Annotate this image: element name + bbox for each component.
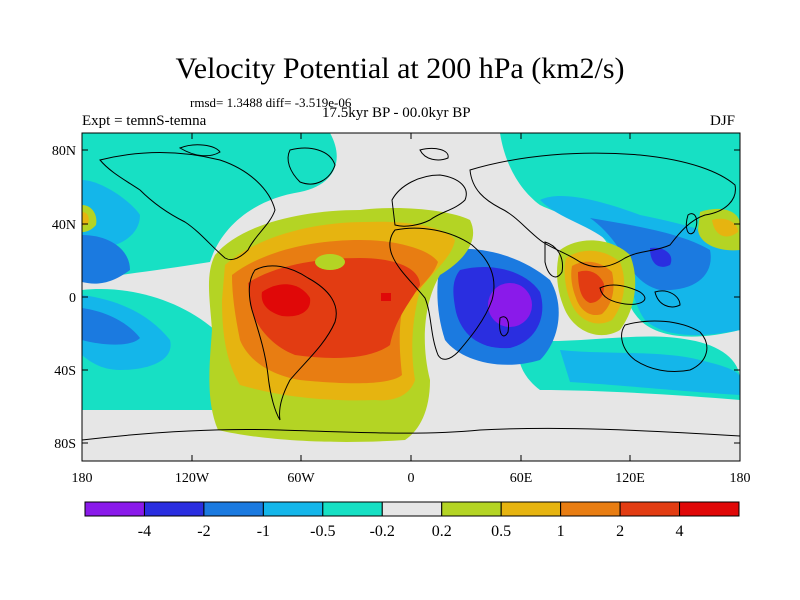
colorbar-swatch — [679, 501, 740, 517]
colorbar-swatch — [441, 501, 502, 517]
colorbar: -4 -2 -1 -0.5 -0.2 0.2 0.5 1 2 4 — [84, 501, 740, 540]
colorbar-swatch — [203, 501, 264, 517]
lon-label-60w: 60W — [287, 471, 315, 486]
colorbar-label: 1 — [557, 523, 565, 540]
colorbar-label: -4 — [138, 523, 151, 540]
colorbar-swatch — [619, 501, 681, 517]
lat-label-40n: 40N — [52, 218, 76, 233]
colorbar-swatch — [322, 501, 383, 517]
map-title: Velocity Potential at 200 hPa (km2/s) — [175, 52, 625, 85]
colorbar-label: 4 — [676, 523, 684, 540]
colorbar-swatch — [381, 501, 443, 517]
lat-label-40s: 40S — [54, 364, 76, 379]
colorbar-label: -1 — [257, 523, 270, 540]
lat-label-0: 0 — [69, 291, 76, 306]
lat-label-80n: 80N — [52, 144, 76, 159]
lon-label-60e: 60E — [510, 471, 533, 486]
experiment-label: Expt = temnS-temna — [82, 113, 207, 129]
lon-label-180w: 180 — [72, 471, 93, 486]
coastlines — [82, 144, 740, 441]
lon-label-120e: 120E — [615, 471, 645, 486]
colorbar-swatch — [500, 501, 562, 517]
colorbar-swatch — [262, 501, 324, 517]
colorbar-swatch — [143, 501, 205, 517]
lon-label-120w: 120W — [175, 471, 210, 486]
colorbar-label: -0.2 — [370, 523, 395, 540]
colorbar-swatch — [84, 501, 145, 517]
velocity-potential-field — [82, 133, 740, 461]
colorbar-label: -2 — [197, 523, 210, 540]
colorbar-label: 0.2 — [432, 523, 452, 540]
lon-label-180e: 180 — [730, 471, 751, 486]
lon-label-0: 0 — [408, 471, 415, 486]
lat-label-80s: 80S — [54, 437, 76, 452]
colorbar-label: 0.5 — [491, 523, 511, 540]
colorbar-label: 2 — [616, 523, 624, 540]
colorbar-swatch — [560, 501, 621, 517]
lat-ticks — [82, 149, 740, 444]
period-label: 17.5kyr BP - 00.0kyr BP — [322, 105, 471, 121]
season-label: DJF — [710, 113, 736, 129]
colorbar-label: -0.5 — [310, 523, 335, 540]
lon-ticks — [81, 133, 741, 461]
stats-text: rmsd= 1.3488 diff= -3.519e-06 — [190, 95, 352, 110]
